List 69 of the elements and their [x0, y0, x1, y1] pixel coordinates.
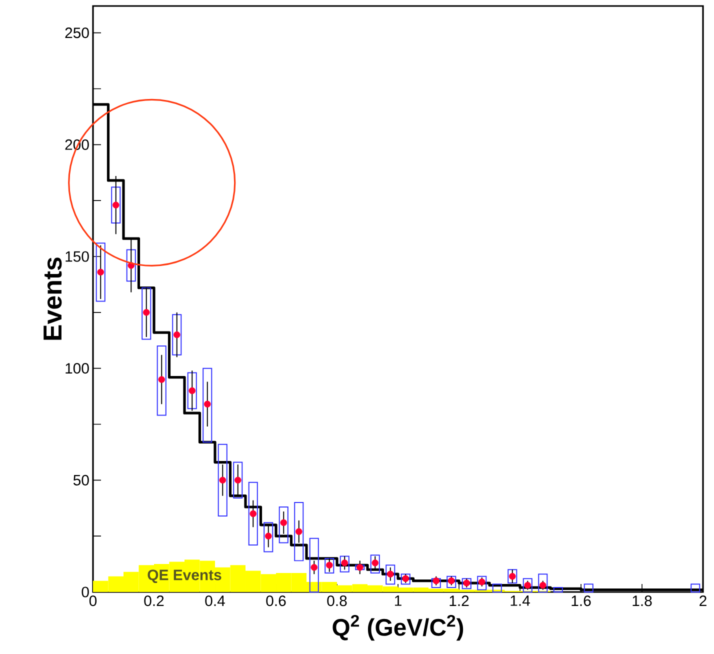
bar	[278, 506, 288, 544]
bar	[126, 249, 136, 282]
point	[158, 376, 166, 383]
bar	[202, 368, 212, 443]
x-tick-label: 0.6	[266, 596, 286, 606]
annotation: QE Events	[148, 570, 222, 584]
bar	[172, 314, 182, 356]
point	[508, 572, 516, 580]
point	[341, 560, 348, 566]
bar	[96, 242, 106, 302]
y-axis-title: Events	[44, 258, 62, 340]
bar	[233, 462, 243, 499]
y-tick-label: 250	[65, 28, 89, 38]
bar	[584, 584, 594, 592]
point	[97, 268, 104, 276]
point	[326, 562, 333, 569]
bar	[340, 556, 350, 572]
point	[250, 510, 257, 518]
bar	[156, 345, 166, 416]
bar	[264, 522, 274, 552]
bar	[324, 558, 334, 574]
x-tick-label: 1.4	[510, 596, 530, 606]
point	[295, 528, 302, 535]
x-tick-label: 1	[394, 596, 402, 606]
bar	[294, 502, 304, 562]
point	[524, 582, 532, 589]
bar	[538, 574, 548, 592]
bar	[522, 578, 532, 592]
x-tick-label: 1.2	[450, 596, 469, 606]
x-tick-label: 0.8	[327, 596, 347, 606]
point	[112, 202, 120, 208]
bar	[187, 372, 197, 410]
point	[280, 519, 288, 526]
point	[386, 570, 394, 578]
bar	[553, 587, 563, 592]
bar	[400, 574, 410, 585]
point	[173, 331, 180, 338]
point	[402, 575, 410, 582]
point	[539, 582, 546, 589]
point	[204, 400, 211, 408]
x-tick-label: 0.4	[205, 596, 225, 606]
bar	[218, 444, 228, 516]
x-tick-label: 1.6	[572, 596, 591, 606]
y-tick-label: 100	[66, 363, 89, 374]
point	[310, 564, 318, 571]
y-tick-label: 0	[82, 586, 89, 598]
bar	[111, 186, 121, 224]
y-tick-label: 150	[66, 251, 89, 262]
point	[234, 476, 242, 484]
point	[372, 560, 379, 566]
point	[463, 580, 470, 586]
y-tick-label: 50	[73, 474, 89, 486]
bar	[142, 287, 152, 340]
x-tick-label: 0.2	[144, 596, 164, 606]
x-tick-label: 0	[89, 596, 97, 606]
point	[188, 387, 196, 394]
x-axis-title: Q$^{2}$ (GeV/C$^{2}$)	[332, 614, 464, 641]
point	[142, 309, 150, 316]
bar	[508, 569, 518, 584]
bar	[370, 554, 380, 574]
x-tick-label: 1.8	[632, 596, 652, 606]
point	[448, 577, 455, 584]
point	[432, 577, 440, 584]
point	[478, 578, 486, 586]
bar	[690, 584, 700, 592]
point	[264, 532, 272, 540]
point	[219, 476, 226, 484]
bar	[248, 482, 258, 546]
x-tick-label: 2	[700, 596, 706, 606]
